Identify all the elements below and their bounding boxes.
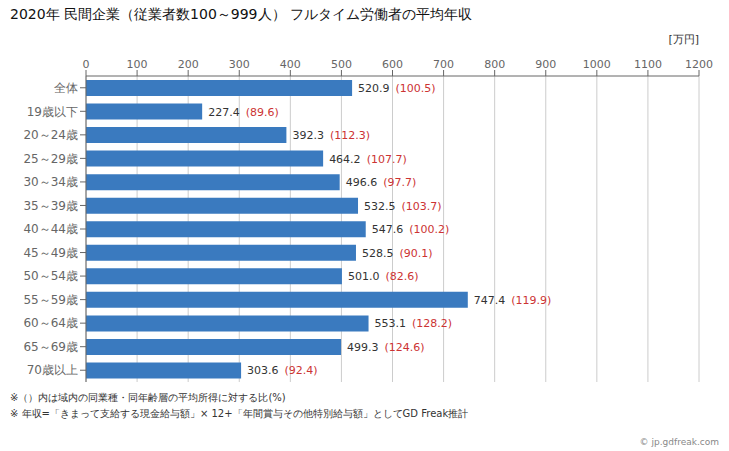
svg-text:900: 900 [535, 58, 556, 71]
svg-text:1000: 1000 [583, 58, 611, 71]
svg-text:532.5(103.7): 532.5(103.7) [364, 199, 442, 212]
svg-text:全体: 全体 [54, 81, 78, 95]
svg-text:100: 100 [127, 58, 148, 71]
svg-text:600: 600 [382, 58, 403, 71]
svg-text:70歳以上: 70歳以上 [27, 363, 78, 377]
svg-text:499.3(124.6): 499.3(124.6) [347, 340, 425, 353]
svg-text:520.9(100.5): 520.9(100.5) [358, 82, 436, 95]
svg-text:30～34歳: 30～34歳 [23, 175, 78, 189]
svg-text:200: 200 [178, 58, 199, 71]
svg-text:496.6(97.7): 496.6(97.7) [346, 176, 417, 189]
svg-text:20～24歳: 20～24歳 [23, 128, 78, 142]
svg-text:227.4(89.6): 227.4(89.6) [208, 105, 279, 118]
svg-text:528.5(90.1): 528.5(90.1) [362, 246, 433, 259]
html-text:※（）内は域内の同業種・同年齢層の平均所得に対する比(%): ※（）内は域内の同業種・同年齢層の平均所得に対する比(%) [10, 392, 286, 403]
svg-text:45～49歳: 45～49歳 [23, 246, 78, 260]
svg-text:0: 0 [83, 58, 90, 71]
svg-text:553.1(128.2): 553.1(128.2) [375, 317, 453, 330]
svg-text:50～54歳: 50～54歳 [23, 269, 78, 283]
svg-text:500: 500 [331, 58, 352, 71]
svg-text:19歳以下: 19歳以下 [27, 105, 78, 119]
svg-text:392.3(112.3): 392.3(112.3) [292, 129, 370, 142]
svg-text:800: 800 [484, 58, 505, 71]
svg-text:747.4(119.9): 747.4(119.9) [474, 293, 552, 306]
svg-text:464.2(107.7): 464.2(107.7) [329, 152, 407, 165]
svg-text:700: 700 [433, 58, 454, 71]
svg-text:40～44歳: 40～44歳 [23, 222, 78, 236]
svg-text:55～59歳: 55～59歳 [23, 293, 78, 307]
svg-text:35～39歳: 35～39歳 [23, 199, 78, 213]
svg-text:300: 300 [229, 58, 250, 71]
svg-text:1100: 1100 [634, 58, 662, 71]
svg-text:303.6(92.4): 303.6(92.4) [247, 364, 318, 377]
html-text:2020年 民間企業（従業者数100～999人） フルタイム: 2020年 民間企業（従業者数100～999人） フルタイム労働者の平均年収 [10, 6, 472, 22]
svg-text:400: 400 [280, 58, 301, 71]
html-text:© jp.gdfreak.com: © jp.gdfreak.com [639, 437, 719, 447]
svg-text:60～64歳: 60～64歳 [23, 316, 78, 330]
html-text:※ 年収=「きまって支給する現金給与額」× 12+「年間賞与: ※ 年収=「きまって支給する現金給与額」× 12+「年間賞与その他特別給与額」と… [10, 408, 469, 419]
svg-text:65～69歳: 65～69歳 [23, 340, 78, 354]
html-text:[万円]: [万円] [668, 33, 699, 46]
svg-text:501.0(82.6): 501.0(82.6) [348, 270, 419, 283]
svg-text:1200: 1200 [685, 58, 713, 71]
svg-text:547.6(100.2): 547.6(100.2) [372, 223, 450, 236]
svg-text:25～29歳: 25～29歳 [23, 152, 78, 166]
